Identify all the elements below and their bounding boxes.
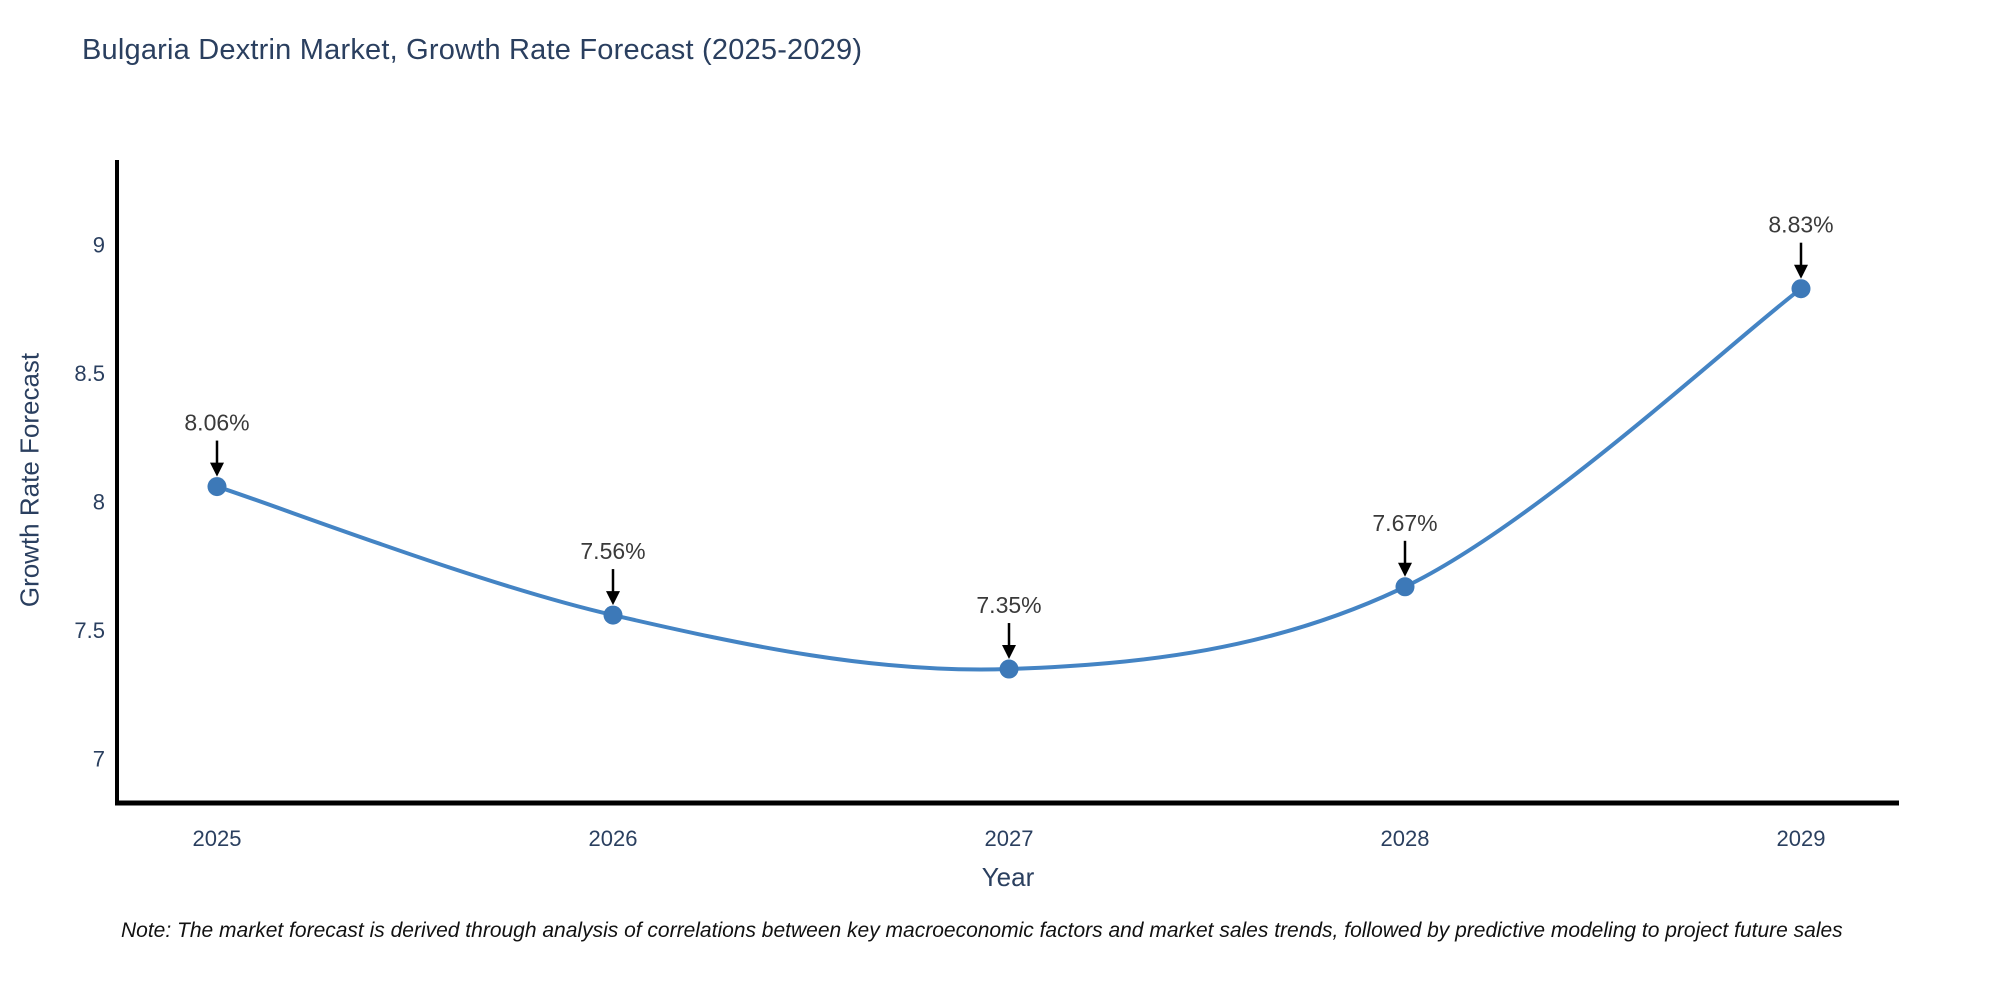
x-tick-label: 2028 bbox=[1381, 826, 1430, 851]
x-tick-label: 2029 bbox=[1777, 826, 1826, 851]
data-point bbox=[603, 605, 623, 625]
point-annotation: 7.35% bbox=[976, 592, 1041, 618]
data-point bbox=[1395, 577, 1415, 597]
footnote: Note: The market forecast is derived thr… bbox=[121, 919, 1843, 942]
x-tick-label: 2027 bbox=[985, 826, 1034, 851]
y-axis-title: Growth Rate Forecast bbox=[14, 352, 45, 608]
y-tick-label: 8 bbox=[93, 490, 105, 515]
x-tick-label: 2026 bbox=[589, 826, 638, 851]
data-point bbox=[1791, 279, 1811, 299]
annotation-arrow-head bbox=[1002, 645, 1016, 660]
data-point bbox=[999, 659, 1019, 679]
y-tick-label: 7 bbox=[93, 747, 105, 772]
annotation-arrow-head bbox=[210, 462, 224, 477]
annotation-arrow-head bbox=[1398, 562, 1412, 577]
point-annotation: 7.67% bbox=[1372, 510, 1437, 536]
y-tick-label: 9 bbox=[93, 233, 105, 258]
x-axis-title: Year bbox=[981, 862, 1035, 892]
data-point bbox=[207, 477, 227, 497]
annotation-arrow-head bbox=[606, 591, 620, 606]
x-tick-label: 2025 bbox=[193, 826, 242, 851]
point-annotation: 7.56% bbox=[580, 538, 645, 564]
chart-title: Bulgaria Dextrin Market, Growth Rate For… bbox=[82, 34, 863, 66]
y-tick-label: 7.5 bbox=[74, 618, 105, 643]
y-tick-label: 8.5 bbox=[74, 361, 105, 386]
point-annotation: 8.83% bbox=[1768, 212, 1833, 238]
point-annotation: 8.06% bbox=[184, 410, 249, 436]
annotation-arrow-head bbox=[1794, 264, 1808, 279]
